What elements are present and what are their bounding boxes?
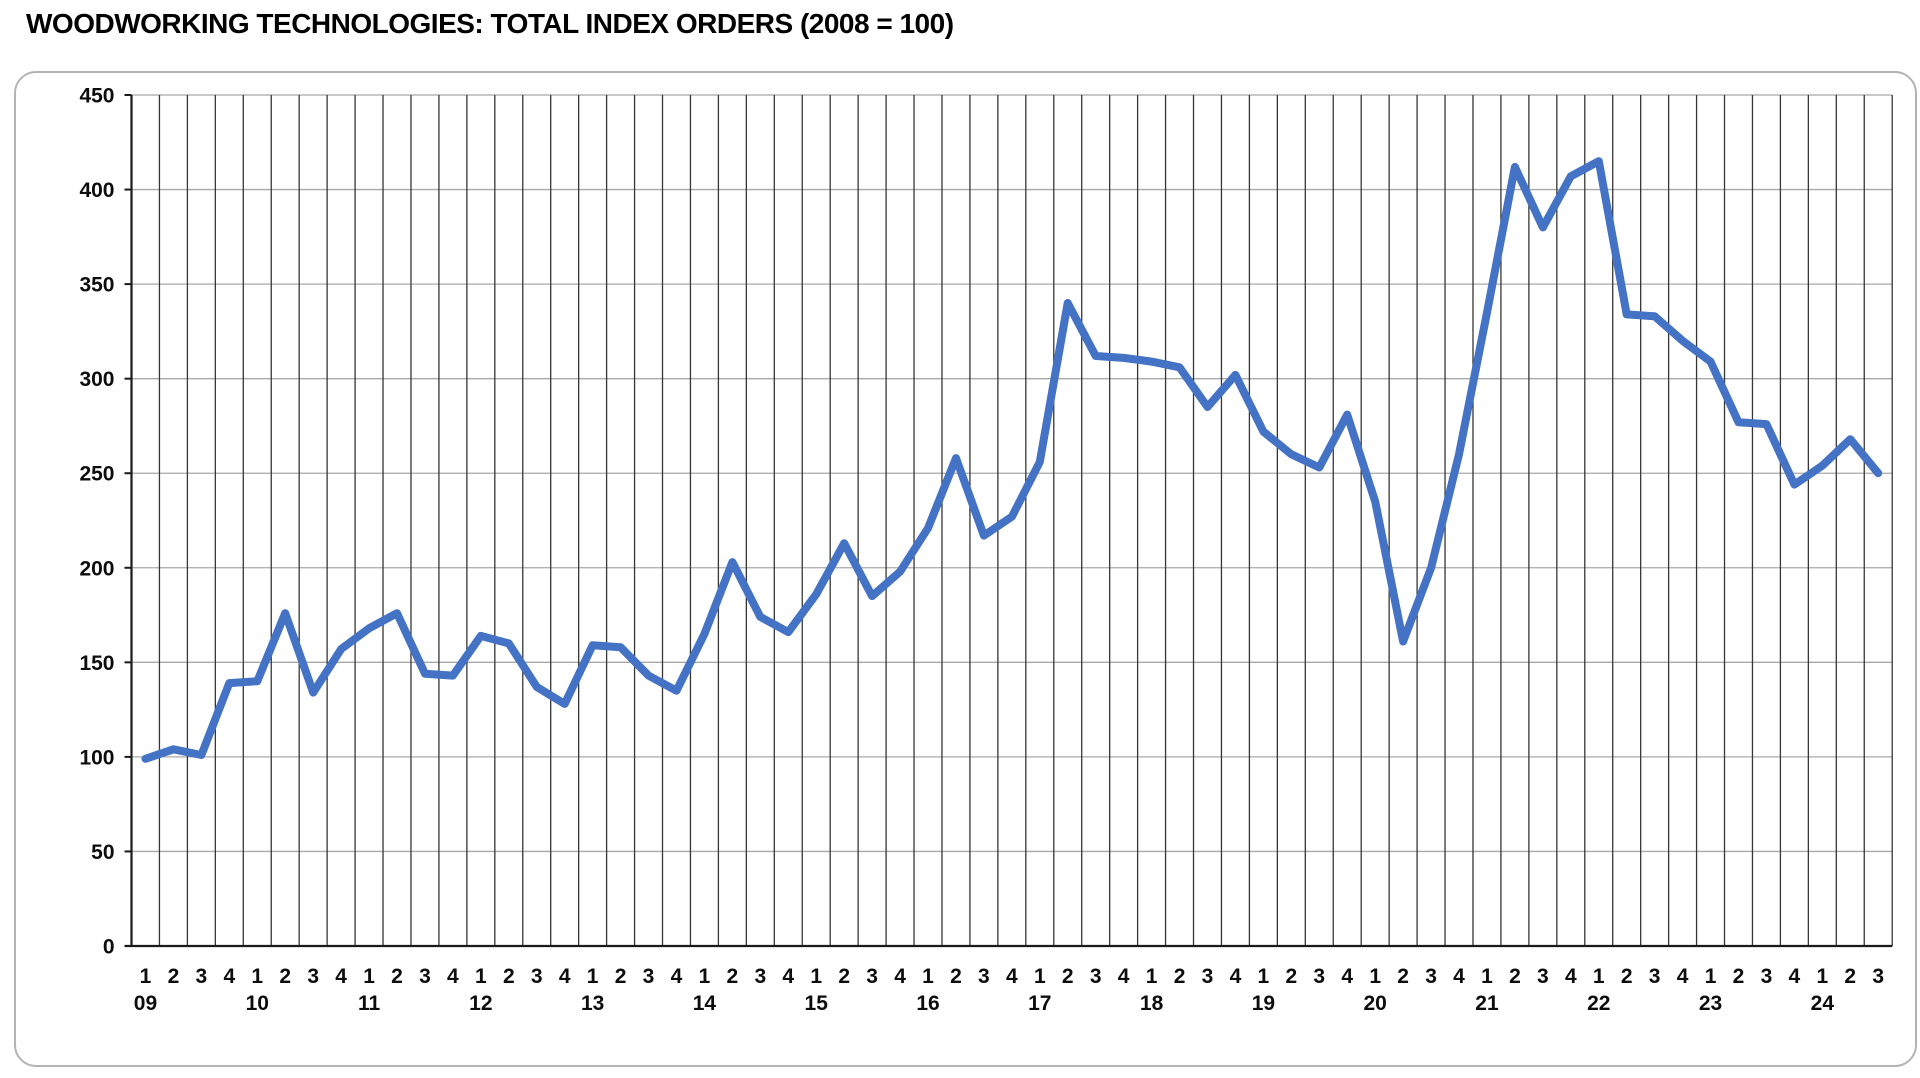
quarter-tick-label: 4: [335, 965, 347, 988]
quarter-tick-label: 4: [1677, 965, 1689, 988]
year-tick-label: 11: [358, 992, 381, 1015]
quarter-tick-label: 2: [727, 965, 739, 988]
year-tick-label: 21: [1475, 992, 1499, 1015]
quarter-tick-label: 2: [615, 965, 627, 988]
quarter-tick-label: 4: [1453, 965, 1465, 988]
quarter-tick-label: 3: [978, 965, 990, 988]
quarter-tick-label: 3: [1313, 965, 1325, 988]
y-tick-label: 0: [103, 936, 115, 959]
quarter-tick-label: 4: [1341, 965, 1353, 988]
quarter-tick-label: 1: [810, 965, 822, 988]
quarter-tick-label: 3: [196, 965, 208, 988]
y-tick-label: 150: [79, 652, 114, 675]
quarter-tick-label: 4: [447, 965, 459, 988]
quarter-tick-label: 3: [1761, 965, 1773, 988]
quarter-tick-label: 2: [1621, 965, 1633, 988]
quarter-tick-label: 2: [279, 965, 291, 988]
y-tick-label: 50: [91, 841, 114, 864]
quarter-tick-label: 3: [643, 965, 655, 988]
year-tick-label: 19: [1252, 992, 1275, 1015]
quarter-tick-label: 1: [699, 965, 711, 988]
quarter-tick-label: 3: [1649, 965, 1661, 988]
year-tick-label: 17: [1028, 992, 1051, 1015]
quarter-tick-label: 2: [838, 965, 850, 988]
year-tick-label: 20: [1363, 992, 1386, 1015]
year-tick-label: 18: [1140, 992, 1164, 1015]
quarter-tick-label: 1: [1816, 965, 1828, 988]
quarter-tick-label: 1: [1481, 965, 1493, 988]
y-tick-label: 100: [79, 746, 114, 769]
quarter-tick-label: 2: [950, 965, 962, 988]
quarter-tick-label: 4: [1118, 965, 1130, 988]
trend-line: [141, 157, 1883, 763]
quarter-tick-label: 1: [1258, 965, 1270, 988]
quarter-tick-label: 3: [531, 965, 543, 988]
quarter-tick-label: 4: [1006, 965, 1018, 988]
quarter-tick-label: 1: [1146, 965, 1158, 988]
y-tick-label: 400: [79, 179, 114, 202]
quarter-tick-label: 2: [168, 965, 180, 988]
quarter-tick-label: 2: [1844, 965, 1856, 988]
year-tick-label: 13: [581, 992, 604, 1015]
quarter-tick-label: 4: [223, 965, 235, 988]
year-tick-label: 22: [1587, 992, 1610, 1015]
quarter-tick-label: 3: [307, 965, 319, 988]
quarter-tick-label: 2: [1509, 965, 1521, 988]
quarter-tick-label: 1: [1034, 965, 1046, 988]
quarter-tick-label: 1: [922, 965, 934, 988]
quarter-tick-label: 2: [1062, 965, 1074, 988]
quarter-tick-label: 1: [1593, 965, 1605, 988]
quarter-tick-label: 3: [1872, 965, 1884, 988]
quarter-tick-label: 1: [1369, 965, 1381, 988]
chart-frame: [14, 71, 1917, 1067]
y-tick-label: 300: [79, 368, 114, 391]
quarter-tick-label: 4: [1565, 965, 1577, 988]
quarter-tick-label: 3: [1202, 965, 1214, 988]
quarter-tick-label: 3: [754, 965, 766, 988]
quarter-tick-label: 2: [1397, 965, 1409, 988]
quarter-tick-label: 1: [587, 965, 599, 988]
year-tick-label: 16: [916, 992, 939, 1015]
quarter-tick-label: 2: [503, 965, 515, 988]
quarter-tick-label: 4: [894, 965, 906, 988]
year-tick-label: 09: [134, 992, 157, 1015]
quarter-tick-label: 3: [1425, 965, 1437, 988]
quarter-tick-label: 3: [419, 965, 431, 988]
quarter-tick-label: 4: [1789, 965, 1801, 988]
y-tick-label: 350: [79, 274, 114, 297]
quarter-tick-label: 2: [1174, 965, 1186, 988]
quarter-tick-label: 3: [866, 965, 878, 988]
quarter-tick-label: 3: [1090, 965, 1102, 988]
quarter-tick-label: 1: [140, 965, 152, 988]
y-tick-label: 450: [79, 85, 114, 108]
quarter-tick-label: 4: [671, 965, 683, 988]
year-tick-label: 23: [1699, 992, 1722, 1015]
quarter-tick-label: 1: [251, 965, 263, 988]
quarter-tick-label: 2: [1733, 965, 1745, 988]
year-tick-label: 24: [1811, 992, 1835, 1015]
year-tick-label: 15: [805, 992, 829, 1015]
quarter-tick-label: 2: [1285, 965, 1297, 988]
quarter-tick-label: 4: [782, 965, 794, 988]
quarter-tick-label: 2: [391, 965, 403, 988]
year-tick-label: 10: [246, 992, 269, 1015]
quarter-tick-label: 1: [475, 965, 487, 988]
year-tick-label: 14: [693, 992, 717, 1015]
quarter-tick-label: 4: [559, 965, 571, 988]
y-tick-label: 200: [79, 557, 114, 580]
quarter-tick-label: 4: [1230, 965, 1242, 988]
quarter-tick-label: 3: [1537, 965, 1549, 988]
quarter-tick-label: 1: [363, 965, 375, 988]
chart-title: WOODWORKING TECHNOLOGIES: TOTAL INDEX OR…: [26, 8, 954, 39]
quarter-tick-label: 1: [1705, 965, 1717, 988]
y-tick-label: 250: [79, 463, 114, 486]
year-tick-label: 12: [469, 992, 492, 1015]
